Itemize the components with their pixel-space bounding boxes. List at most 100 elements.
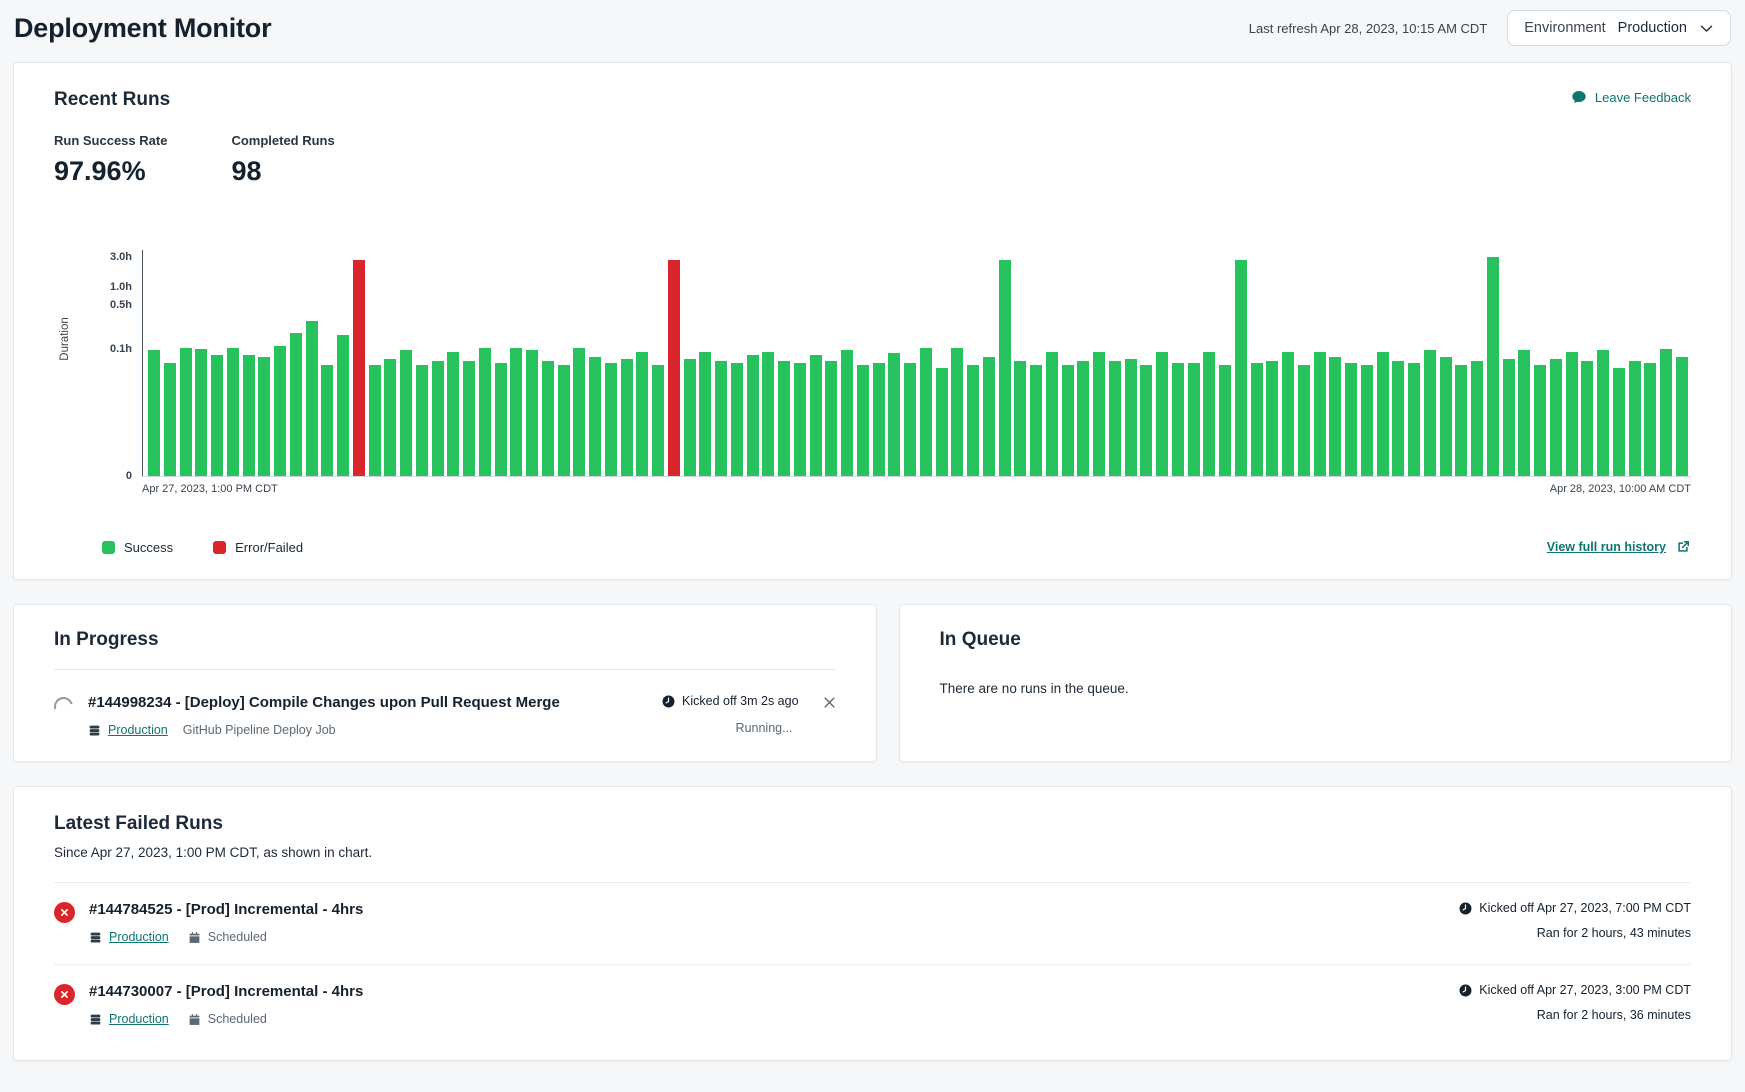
bar-success-run[interactable] xyxy=(337,335,349,476)
bar-success-run[interactable] xyxy=(1188,363,1200,476)
bar-success-run[interactable] xyxy=(495,363,507,476)
bar-success-run[interactable] xyxy=(164,363,176,476)
bar-success-run[interactable] xyxy=(274,346,286,476)
bar-success-run[interactable] xyxy=(999,260,1011,477)
bar-success-run[interactable] xyxy=(794,363,806,476)
bar-success-run[interactable] xyxy=(652,365,664,476)
bar-success-run[interactable] xyxy=(1046,352,1058,476)
bar-success-run[interactable] xyxy=(636,352,648,476)
bar-success-run[interactable] xyxy=(1487,257,1499,476)
bar-success-run[interactable] xyxy=(1629,361,1641,476)
bar-success-run[interactable] xyxy=(857,365,869,476)
bar-success-run[interactable] xyxy=(447,352,459,476)
bar-success-run[interactable] xyxy=(1140,365,1152,476)
bar-success-run[interactable] xyxy=(211,355,223,476)
bar-success-run[interactable] xyxy=(605,363,617,476)
bar-success-run[interactable] xyxy=(762,352,774,476)
bar-success-run[interactable] xyxy=(778,361,790,476)
bar-success-run[interactable] xyxy=(1172,363,1184,476)
bar-success-run[interactable] xyxy=(1125,359,1137,476)
bar-success-run[interactable] xyxy=(243,355,255,476)
bar-success-run[interactable] xyxy=(573,348,585,476)
bar-success-run[interactable] xyxy=(888,353,900,476)
leave-feedback-link[interactable]: Leave Feedback xyxy=(1571,89,1691,105)
bar-success-run[interactable] xyxy=(731,363,743,476)
bar-success-run[interactable] xyxy=(1471,361,1483,476)
bar-success-run[interactable] xyxy=(1235,260,1247,477)
bar-success-run[interactable] xyxy=(1597,350,1609,476)
bar-success-run[interactable] xyxy=(1109,361,1121,476)
bar-success-run[interactable] xyxy=(1156,352,1168,476)
bar-success-run[interactable] xyxy=(306,321,318,476)
bar-success-run[interactable] xyxy=(463,361,475,476)
bar-success-run[interactable] xyxy=(1219,365,1231,476)
bar-success-run[interactable] xyxy=(747,355,759,476)
bar-success-run[interactable] xyxy=(589,357,601,476)
bar-success-run[interactable] xyxy=(1503,359,1515,476)
bar-success-run[interactable] xyxy=(1298,365,1310,476)
bar-success-run[interactable] xyxy=(416,365,428,476)
bar-success-run[interactable] xyxy=(1581,361,1593,476)
bar-success-run[interactable] xyxy=(384,359,396,476)
view-full-run-history-link[interactable]: View full run history xyxy=(1547,539,1691,555)
bar-success-run[interactable] xyxy=(684,359,696,476)
bar-success-run[interactable] xyxy=(1676,357,1688,476)
bar-success-run[interactable] xyxy=(873,363,885,476)
bar-success-run[interactable] xyxy=(1408,363,1420,476)
environment-link[interactable]: Production xyxy=(89,1012,169,1026)
bar-success-run[interactable] xyxy=(951,348,963,476)
environment-link[interactable]: Production xyxy=(88,723,168,737)
bar-success-run[interactable] xyxy=(983,357,995,476)
bar-success-run[interactable] xyxy=(1566,352,1578,476)
bar-success-run[interactable] xyxy=(479,348,491,476)
bar-success-run[interactable] xyxy=(621,359,633,476)
bar-success-run[interactable] xyxy=(258,357,270,476)
bar-success-run[interactable] xyxy=(400,350,412,476)
bar-success-run[interactable] xyxy=(936,368,948,476)
bar-success-run[interactable] xyxy=(321,365,333,476)
bar-success-run[interactable] xyxy=(1345,363,1357,476)
bar-success-run[interactable] xyxy=(290,333,302,476)
bar-success-run[interactable] xyxy=(526,350,538,476)
bar-success-run[interactable] xyxy=(432,361,444,476)
bar-success-run[interactable] xyxy=(1613,368,1625,476)
bar-success-run[interactable] xyxy=(810,355,822,476)
bar-success-run[interactable] xyxy=(1093,352,1105,476)
bar-success-run[interactable] xyxy=(1377,352,1389,476)
bar-success-run[interactable] xyxy=(1077,361,1089,476)
bar-success-run[interactable] xyxy=(1455,365,1467,476)
bar-success-run[interactable] xyxy=(1440,357,1452,476)
bar-success-run[interactable] xyxy=(1314,352,1326,476)
bar-success-run[interactable] xyxy=(699,352,711,476)
bar-failed-run[interactable] xyxy=(668,260,680,477)
bar-success-run[interactable] xyxy=(1660,349,1672,476)
bar-success-run[interactable] xyxy=(510,348,522,476)
bar-success-run[interactable] xyxy=(1518,350,1530,476)
bar-success-run[interactable] xyxy=(967,365,979,476)
bar-success-run[interactable] xyxy=(195,349,207,476)
bar-success-run[interactable] xyxy=(1251,363,1263,476)
bar-success-run[interactable] xyxy=(180,348,192,476)
bar-success-run[interactable] xyxy=(904,363,916,476)
bar-success-run[interactable] xyxy=(1030,365,1042,476)
bar-success-run[interactable] xyxy=(148,350,160,476)
bar-success-run[interactable] xyxy=(1392,361,1404,476)
bar-success-run[interactable] xyxy=(1282,352,1294,476)
bar-success-run[interactable] xyxy=(1266,361,1278,476)
bar-success-run[interactable] xyxy=(825,361,837,476)
bar-success-run[interactable] xyxy=(1329,357,1341,476)
bar-success-run[interactable] xyxy=(1424,350,1436,476)
bar-success-run[interactable] xyxy=(1014,361,1026,476)
bar-success-run[interactable] xyxy=(542,361,554,476)
bar-success-run[interactable] xyxy=(1550,359,1562,476)
bar-success-run[interactable] xyxy=(1361,365,1373,476)
bar-success-run[interactable] xyxy=(1062,365,1074,476)
bar-success-run[interactable] xyxy=(1644,363,1656,476)
environment-link[interactable]: Production xyxy=(89,930,169,944)
bar-success-run[interactable] xyxy=(369,365,381,476)
bar-success-run[interactable] xyxy=(227,348,239,476)
bar-success-run[interactable] xyxy=(1203,352,1215,476)
bar-success-run[interactable] xyxy=(715,361,727,476)
environment-dropdown[interactable]: Environment Production xyxy=(1507,10,1731,46)
bar-success-run[interactable] xyxy=(920,348,932,476)
